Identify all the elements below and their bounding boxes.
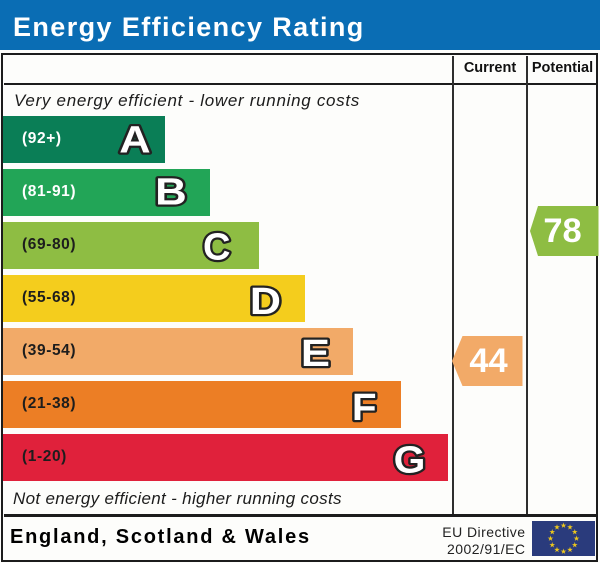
svg-text:F: F [352,387,377,429]
svg-text:A: A [119,119,150,161]
svg-text:B: B [155,171,187,213]
svg-text:D: D [250,281,281,323]
svg-text:G: G [394,439,426,481]
svg-text:C: C [203,227,230,269]
svg-text:E: E [301,333,330,375]
